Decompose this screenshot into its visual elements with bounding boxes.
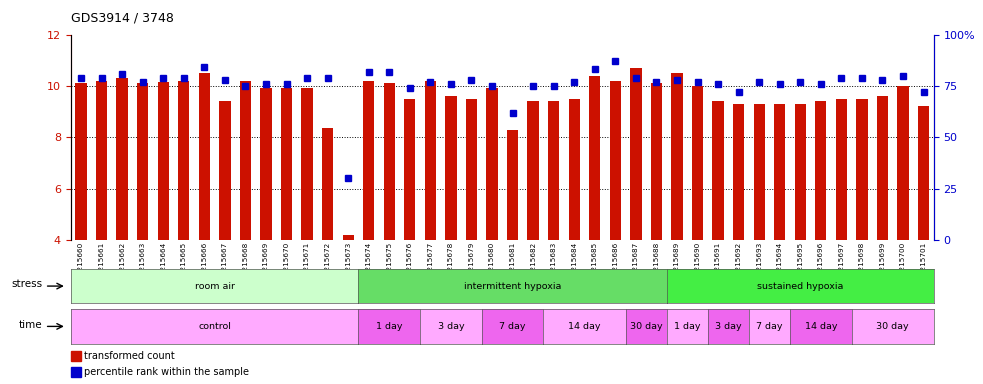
Text: stress: stress	[12, 279, 42, 290]
Bar	[733, 104, 744, 240]
Bar	[774, 104, 785, 240]
Bar	[651, 83, 663, 240]
Bar	[383, 83, 395, 240]
Bar	[157, 82, 169, 240]
Bar	[178, 81, 190, 240]
Text: time: time	[19, 319, 42, 330]
Bar	[404, 99, 416, 240]
Text: transformed count: transformed count	[84, 351, 175, 361]
Bar	[692, 86, 703, 240]
Bar	[609, 81, 621, 240]
Bar	[856, 99, 868, 240]
Bar	[836, 99, 847, 240]
Bar	[630, 68, 642, 240]
Text: 3 day: 3 day	[715, 322, 741, 331]
Text: GDS3914 / 3748: GDS3914 / 3748	[71, 12, 174, 25]
Text: 1 day: 1 day	[674, 322, 701, 331]
Bar	[260, 88, 271, 240]
Bar	[713, 101, 723, 240]
Text: percentile rank within the sample: percentile rank within the sample	[84, 366, 249, 377]
Bar	[487, 88, 497, 240]
Bar	[199, 73, 210, 240]
Text: control: control	[199, 322, 231, 331]
Bar	[219, 101, 231, 240]
Text: room air: room air	[195, 281, 235, 291]
Bar	[507, 129, 518, 240]
Bar	[71, 367, 81, 377]
Bar	[589, 76, 601, 240]
Bar	[425, 81, 436, 240]
Text: 14 day: 14 day	[804, 322, 838, 331]
Bar	[466, 99, 477, 240]
Bar	[568, 99, 580, 240]
Text: 7 day: 7 day	[499, 322, 526, 331]
Bar	[815, 101, 827, 240]
Bar	[671, 73, 682, 240]
Bar	[877, 96, 888, 240]
Bar	[754, 104, 765, 240]
Text: sustained hypoxia: sustained hypoxia	[757, 281, 843, 291]
Bar	[794, 104, 806, 240]
Bar	[96, 81, 107, 240]
Text: 1 day: 1 day	[376, 322, 403, 331]
Bar	[240, 81, 251, 240]
Bar	[897, 86, 908, 240]
Bar	[528, 101, 539, 240]
Bar	[549, 101, 559, 240]
Text: 14 day: 14 day	[568, 322, 601, 331]
Bar	[363, 81, 375, 240]
Text: intermittent hypoxia: intermittent hypoxia	[464, 281, 561, 291]
Text: 7 day: 7 day	[756, 322, 782, 331]
Text: 30 day: 30 day	[877, 322, 909, 331]
Text: 3 day: 3 day	[437, 322, 464, 331]
Bar	[445, 96, 456, 240]
Bar	[137, 83, 148, 240]
Bar	[918, 106, 929, 240]
Bar	[342, 235, 354, 240]
Bar	[71, 351, 81, 361]
Bar	[322, 128, 333, 240]
Bar	[281, 88, 292, 240]
Bar	[76, 83, 87, 240]
Text: 30 day: 30 day	[630, 322, 663, 331]
Bar	[302, 88, 313, 240]
Bar	[117, 78, 128, 240]
